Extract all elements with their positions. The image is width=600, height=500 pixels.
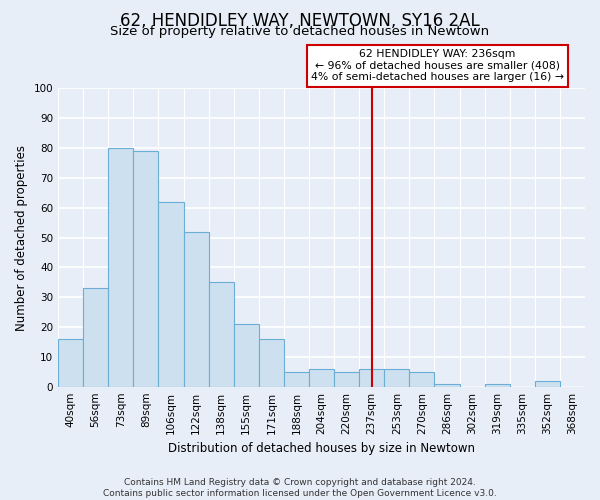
Bar: [535, 380, 560, 386]
Bar: [209, 282, 233, 387]
Bar: [108, 148, 133, 386]
Text: 62 HENDIDLEY WAY: 236sqm
← 96% of detached houses are smaller (408)
4% of semi-d: 62 HENDIDLEY WAY: 236sqm ← 96% of detach…: [311, 49, 564, 82]
Bar: [334, 372, 359, 386]
Text: Contains HM Land Registry data © Crown copyright and database right 2024.
Contai: Contains HM Land Registry data © Crown c…: [103, 478, 497, 498]
Bar: [83, 288, 108, 386]
Bar: [58, 339, 83, 386]
Y-axis label: Number of detached properties: Number of detached properties: [15, 144, 28, 330]
Bar: [409, 372, 434, 386]
X-axis label: Distribution of detached houses by size in Newtown: Distribution of detached houses by size …: [168, 442, 475, 455]
Bar: [485, 384, 510, 386]
Bar: [359, 369, 384, 386]
Bar: [309, 369, 334, 386]
Text: Size of property relative to detached houses in Newtown: Size of property relative to detached ho…: [110, 25, 490, 38]
Bar: [184, 232, 209, 386]
Bar: [284, 372, 309, 386]
Bar: [259, 339, 284, 386]
Bar: [158, 202, 184, 386]
Bar: [434, 384, 460, 386]
Bar: [233, 324, 259, 386]
Bar: [133, 151, 158, 386]
Bar: [384, 369, 409, 386]
Text: 62, HENDIDLEY WAY, NEWTOWN, SY16 2AL: 62, HENDIDLEY WAY, NEWTOWN, SY16 2AL: [120, 12, 480, 30]
